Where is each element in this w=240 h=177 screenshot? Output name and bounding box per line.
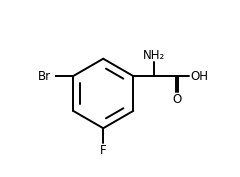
Text: NH₂: NH₂ [143, 49, 166, 62]
Text: Br: Br [38, 70, 51, 83]
Text: F: F [100, 144, 107, 157]
Text: O: O [172, 93, 182, 106]
Text: OH: OH [190, 70, 208, 83]
